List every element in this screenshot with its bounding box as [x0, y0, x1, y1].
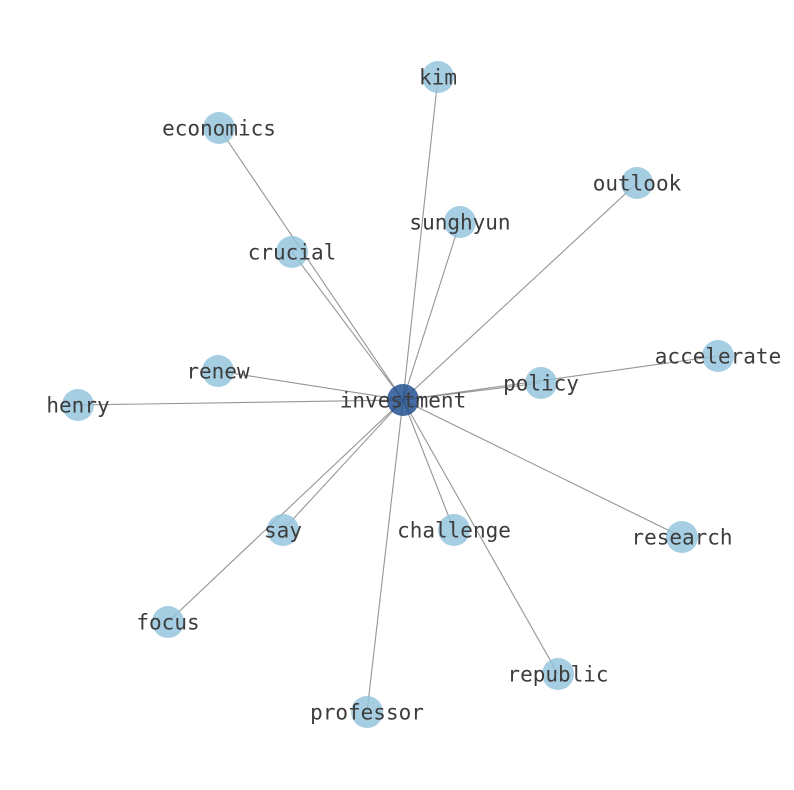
node-accelerate — [702, 340, 734, 372]
node-focus — [152, 606, 184, 638]
edge-investment-renew — [217, 370, 404, 401]
edge-investment-accelerate — [402, 355, 719, 401]
node-renew — [202, 355, 234, 387]
edge-investment-sunghyun — [402, 221, 461, 401]
edge-investment-research — [402, 399, 683, 538]
node-investment — [387, 384, 419, 416]
edge-investment-focus — [167, 399, 404, 623]
node-research — [666, 521, 698, 553]
node-policy — [525, 367, 557, 399]
edge-investment-henry — [77, 399, 404, 406]
node-challenge — [438, 514, 470, 546]
edge-investment-kim — [402, 76, 439, 401]
node-professor — [351, 696, 383, 728]
node-republic — [542, 658, 574, 690]
node-kim — [422, 61, 454, 93]
label-outlook: outlook — [593, 171, 682, 195]
edge-investment-crucial — [291, 251, 404, 401]
label-sunghyun: sunghyun — [409, 210, 510, 234]
label-challenge: challenge — [397, 518, 511, 542]
node-economics — [203, 112, 235, 144]
label-say: say — [264, 518, 302, 542]
label-policy: policy — [503, 371, 579, 395]
edge-investment-professor — [366, 399, 404, 713]
label-kim: kim — [419, 65, 457, 89]
edge-investment-say — [282, 399, 404, 531]
label-republic: republic — [507, 662, 608, 686]
nodes-layer — [62, 61, 734, 728]
label-crucial: crucial — [248, 240, 337, 264]
label-research: research — [631, 525, 732, 549]
label-professor: professor — [310, 700, 424, 724]
label-accelerate: accelerate — [655, 344, 781, 368]
edge-investment-economics — [218, 127, 404, 401]
label-investment: investment — [340, 388, 466, 412]
label-economics: economics — [162, 116, 276, 140]
labels-layer: investment kim economics outlook sunghyun cru… — [46, 65, 781, 724]
label-renew: renew — [186, 359, 250, 383]
label-henry: henry — [46, 393, 109, 417]
edge-investment-republic — [402, 399, 559, 675]
edge-investment-outlook — [402, 182, 638, 401]
label-focus: focus — [136, 610, 199, 634]
edges-layer — [77, 76, 719, 713]
node-sunghyun — [444, 206, 476, 238]
node-outlook — [621, 167, 653, 199]
node-crucial — [276, 236, 308, 268]
edge-investment-challenge — [402, 399, 455, 531]
node-henry — [62, 389, 94, 421]
node-say — [267, 514, 299, 546]
